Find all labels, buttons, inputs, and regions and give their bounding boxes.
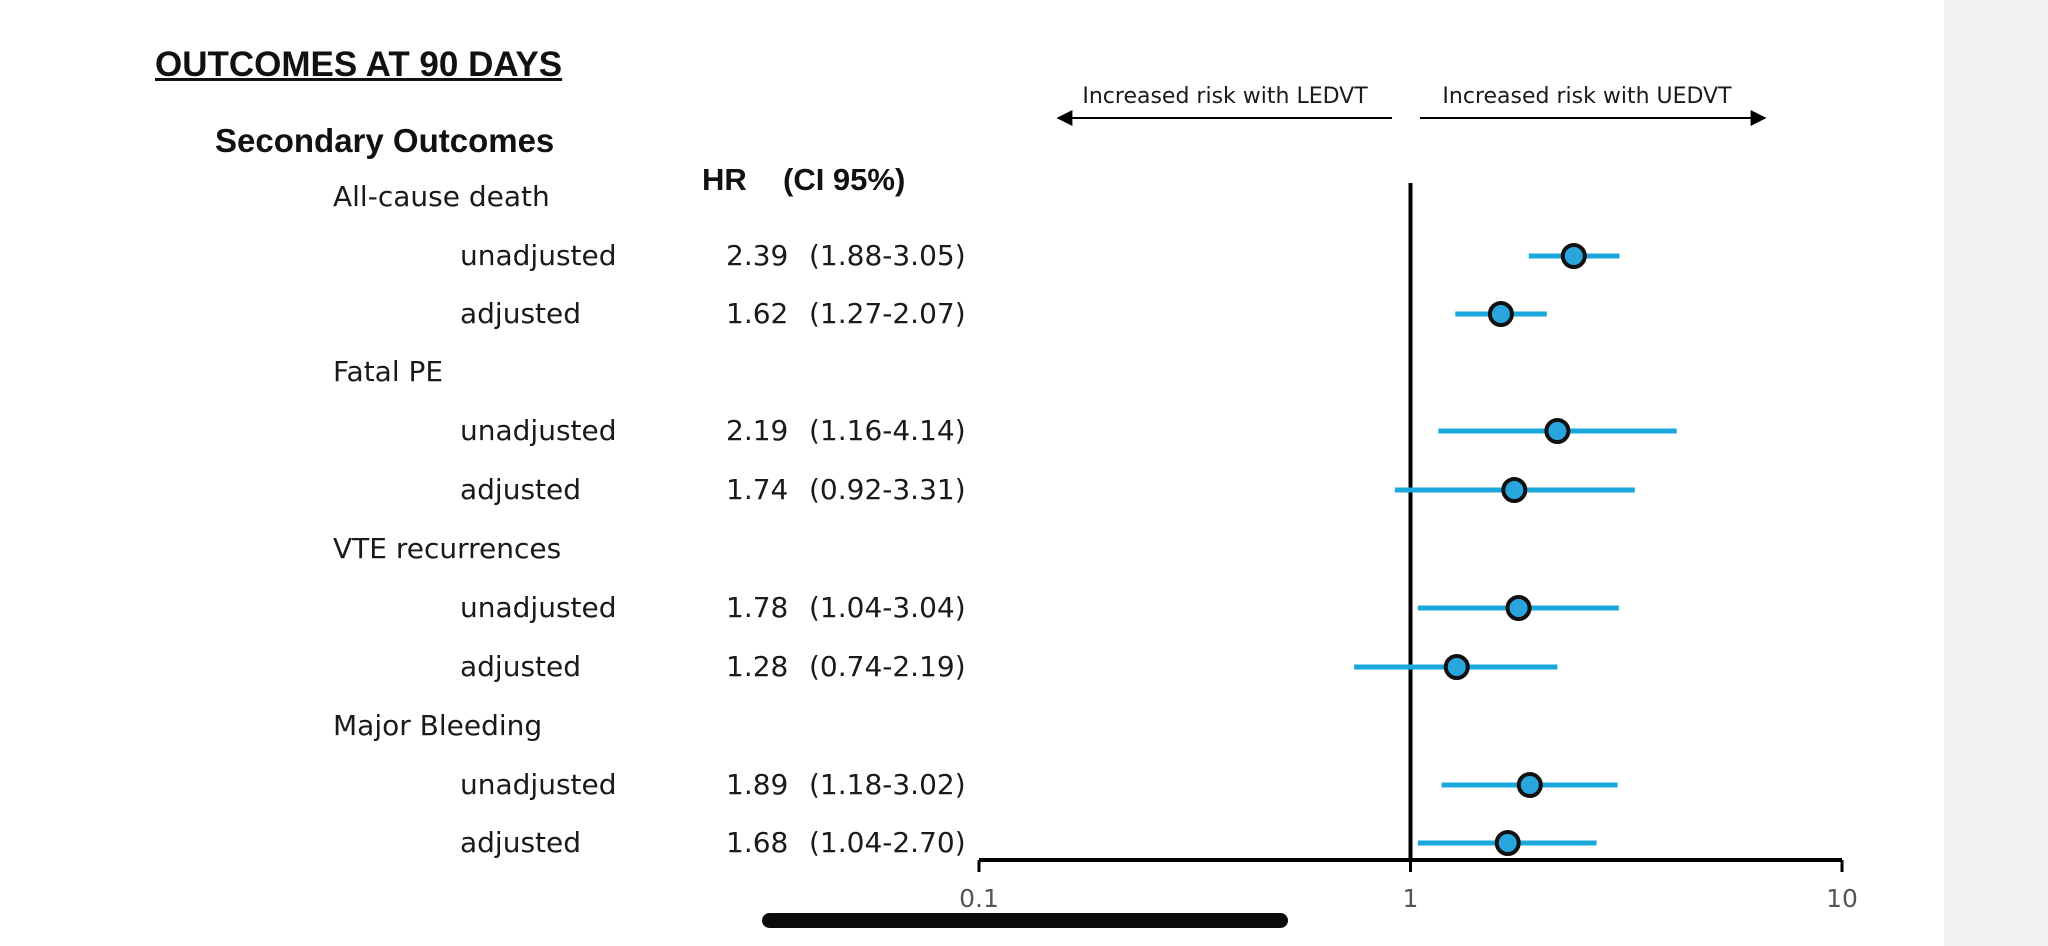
hr-value: 2.19 — [726, 414, 789, 447]
hr-point — [1501, 477, 1528, 503]
outcome-group-label: VTE recurrences — [333, 532, 562, 565]
hr-column-header: HR — [702, 162, 747, 197]
hr-value: 1.89 — [726, 768, 789, 801]
ci-value: (0.92-3.31) — [809, 473, 966, 506]
outcome-row-label: adjusted — [460, 826, 582, 859]
ci-value: (1.18-3.02) — [809, 768, 966, 801]
document-page: OUTCOMES AT 90 DAYS Secondary Outcomes H… — [155, 45, 1858, 913]
ci-value: (1.88-3.05) — [809, 239, 966, 272]
right-direction-label: Increased risk with UEDVT — [1442, 84, 1732, 109]
hr-point — [1505, 595, 1532, 621]
hr-value: 1.78 — [726, 591, 789, 624]
outcome-row-label: unadjusted — [460, 591, 617, 624]
ci-column-header: (CI 95%) — [783, 162, 906, 197]
x-tick-label: 10 — [1826, 884, 1858, 913]
hr-value: 2.39 — [726, 239, 789, 272]
outcome-row-label: unadjusted — [460, 239, 617, 272]
section-subtitle: Secondary Outcomes — [215, 122, 555, 159]
outcome-row-label: unadjusted — [460, 414, 617, 447]
hr-point — [1443, 654, 1470, 680]
ci-value: (1.04-3.04) — [809, 591, 966, 624]
x-tick-label: 0.1 — [959, 884, 999, 913]
hr-point — [1544, 418, 1571, 444]
outcome-group-label: All-cause death — [333, 180, 550, 213]
hr-point — [1487, 301, 1514, 327]
left-direction-label: Increased risk with LEDVT — [1082, 84, 1368, 109]
hr-point — [1516, 772, 1543, 798]
hr-value: 1.28 — [726, 650, 789, 683]
outcome-row-label: unadjusted — [460, 768, 617, 801]
hr-point — [1560, 243, 1587, 269]
ci-value: (1.04-2.70) — [809, 826, 966, 859]
ci-value: (0.74-2.19) — [809, 650, 966, 683]
x-tick-label: 1 — [1403, 884, 1419, 913]
hr-value: 1.68 — [726, 826, 789, 859]
outcome-row-label: adjusted — [460, 650, 582, 683]
ci-value: (1.16-4.14) — [809, 414, 966, 447]
page-title: OUTCOMES AT 90 DAYS — [155, 45, 563, 84]
ci-value: (1.27-2.07) — [809, 297, 966, 330]
hr-value: 1.62 — [726, 297, 789, 330]
outcome-row-label: adjusted — [460, 297, 582, 330]
outcome-row-label: adjusted — [460, 473, 582, 506]
outcome-group-label: Major Bleeding — [333, 709, 543, 742]
hr-value: 1.74 — [726, 473, 789, 506]
hr-point — [1494, 830, 1521, 856]
scrollbar-track[interactable] — [1944, 0, 2048, 946]
forest-plot: 0.1 1 10 Increased risk with LEDVT Increased… — [959, 84, 1858, 913]
home-indicator[interactable] — [762, 913, 1288, 928]
outcome-group-label: Fatal PE — [333, 355, 444, 388]
